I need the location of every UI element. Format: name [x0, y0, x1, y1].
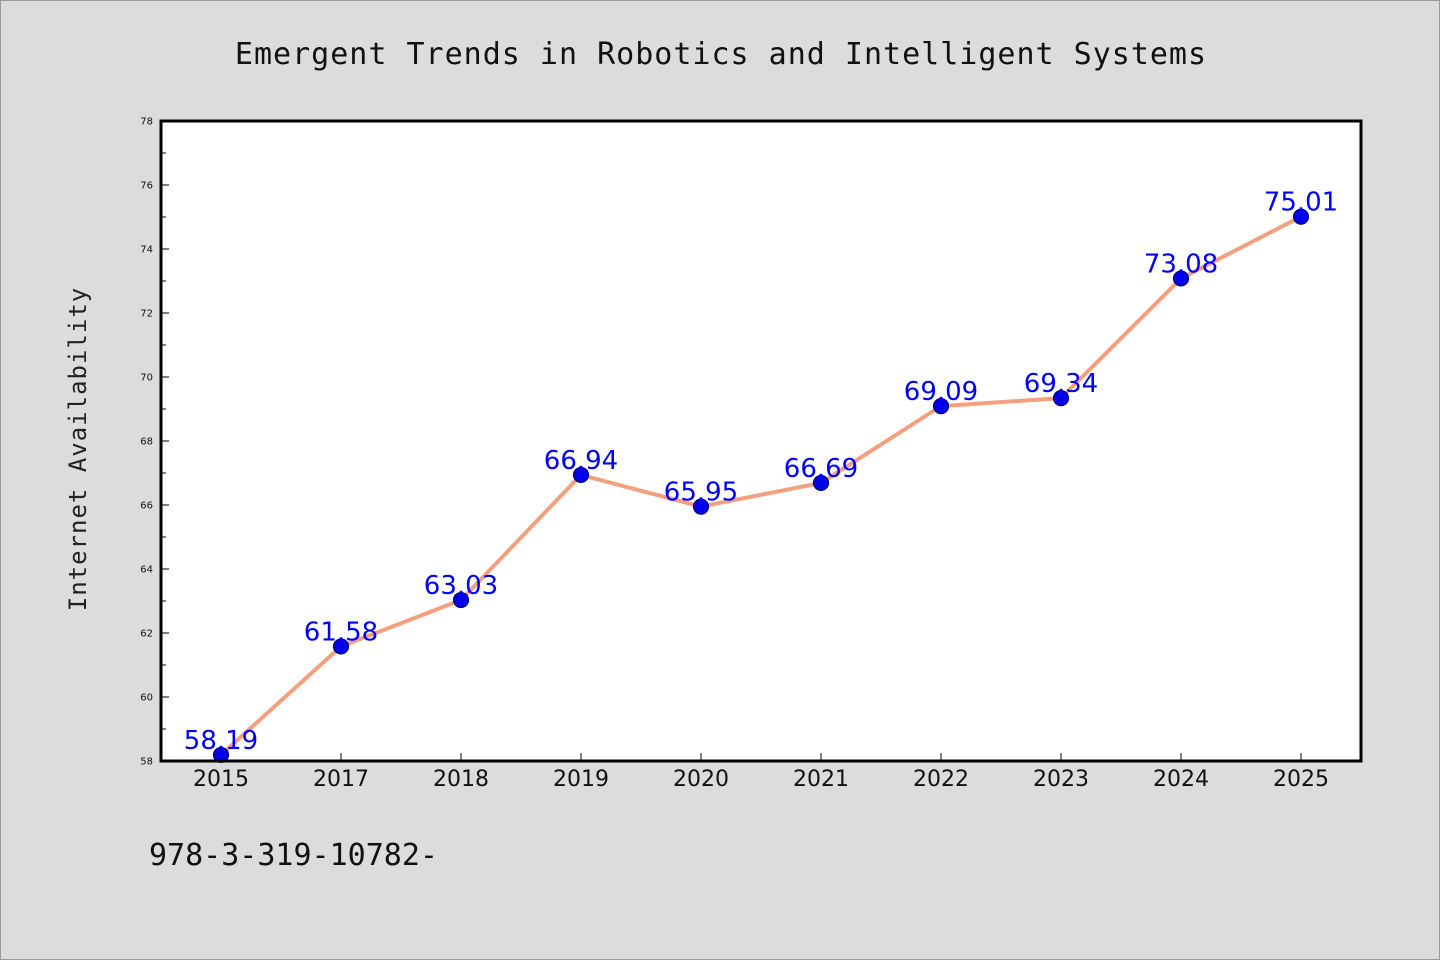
data-label: 75.01 [1264, 188, 1338, 218]
x-tick-label: 2017 [313, 767, 369, 792]
x-tick-label: 2018 [433, 767, 489, 792]
chart-marks: 58 60 62 64 66 68 70 72 74 76 78 2015 2017 2018 2019 20… [140, 117, 1338, 793]
data-label: 66.69 [784, 454, 858, 484]
x-tick-label: 2020 [673, 767, 729, 792]
data-label: 73.08 [1144, 249, 1218, 279]
x-tick-label: 2025 [1273, 767, 1329, 792]
data-label: 66.94 [544, 446, 618, 476]
footer-isbn-text: 978-3-319-10782- [149, 838, 438, 873]
x-tick-label: 2023 [1033, 767, 1089, 792]
x-tick-label: 2019 [553, 767, 609, 792]
x-tick-label: 2024 [1153, 767, 1209, 792]
y-tick-label: 64 [140, 565, 153, 576]
data-point-marker [1052, 390, 1070, 407]
y-tick-label: 60 [140, 693, 153, 704]
y-tick-label: 62 [140, 629, 153, 640]
y-tick-label: 74 [140, 245, 153, 256]
data-label: 69.34 [1024, 369, 1098, 399]
data-label: 69.09 [904, 377, 978, 407]
y-tick-label: 58 [140, 757, 153, 768]
data-label: 65.95 [664, 478, 738, 508]
chart-title: Emergent Trends in Robotics and Intellig… [235, 37, 1207, 72]
data-point-marker [452, 591, 470, 609]
y-tick-label: 78 [140, 117, 153, 128]
y-axis-label: Internet Availability [64, 287, 92, 611]
x-tick-label: 2022 [913, 767, 969, 792]
y-tick-label: 68 [140, 437, 153, 448]
y-tick-label: 66 [140, 501, 153, 512]
data-point-marker [1292, 208, 1310, 225]
x-tick-label: 2015 [193, 767, 249, 792]
plot-frame [159, 119, 1363, 763]
data-point-marker [812, 474, 830, 492]
data-point-marker [332, 638, 350, 655]
plot-area [161, 121, 1361, 761]
x-tick-label: 2021 [793, 767, 849, 792]
y-tick-label: 72 [140, 309, 153, 320]
data-point-marker [1172, 270, 1190, 287]
data-label: 61.58 [304, 617, 378, 647]
data-label: 63.03 [424, 571, 498, 601]
data-point-marker [932, 398, 950, 415]
data-point-marker [692, 498, 710, 515]
y-tick-label: 70 [140, 373, 153, 384]
data-point-marker [572, 466, 590, 484]
y-tick-label: 76 [140, 181, 153, 192]
series-line [219, 214, 1303, 757]
data-label: 58.19 [184, 726, 258, 756]
